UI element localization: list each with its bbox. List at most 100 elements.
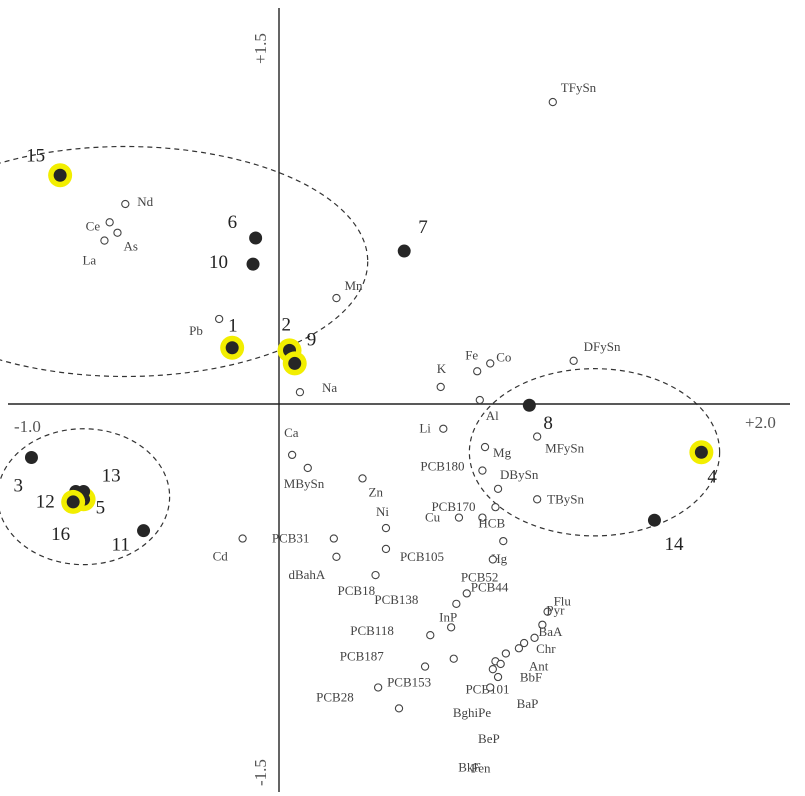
variable-point [420,662,430,671]
variable-label: InP [439,609,457,624]
site-point [249,231,263,245]
site-point [647,513,661,527]
variable-point [462,589,471,598]
site-label: 9 [307,329,317,350]
variable-label: Ca [284,425,299,440]
variable-point [486,359,495,368]
site-label: 5 [96,497,106,518]
variable-point [488,555,497,564]
x-axis-max-label: +2.0 [745,413,776,432]
variable-point [496,659,505,669]
variable-point [533,495,542,504]
variable-label: BaP [517,696,539,711]
variable-point [381,544,391,554]
site-label: 16 [51,524,70,545]
site-label: 11 [112,535,130,556]
variable-point [473,367,482,376]
variable-point [436,382,445,392]
variable-label: PCB18 [338,583,376,598]
site-label: 1 [228,316,238,337]
variable-label: La [82,253,96,268]
variable-label: Mg [493,445,512,460]
variable-point [548,97,557,107]
site-point [225,341,239,355]
variable-point [491,502,500,512]
variable-label: BeP [478,731,500,746]
variable-point [214,314,224,324]
variable-label: Cu [425,510,441,525]
variable-label: BkF [458,759,480,774]
variable-label: DFySn [584,339,621,354]
variable-point [569,356,578,365]
variable-point [475,395,484,405]
variable-point [238,534,247,543]
variable-point [446,623,456,632]
variable-point [452,599,461,608]
variable-point [332,293,341,303]
variable-label: Li [419,421,431,436]
variable-label: Fen [471,760,491,775]
variable-point [493,484,503,494]
y-axis-max-label: +1.5 [251,33,270,64]
variable-label: MFySn [545,441,585,456]
variable-label: Mn [344,278,363,293]
site-label: 3 [13,475,22,496]
site-label: 10 [209,252,228,273]
variable-label: Flu [554,594,572,609]
variable-label: Cd [213,549,229,564]
variable-point [519,638,529,648]
variable-label: Ni [376,504,389,519]
site-label: 12 [36,491,55,512]
variable-point [533,432,542,441]
variable-label: PCB153 [387,675,431,690]
variable-label: Ant [529,658,549,673]
variable-point [478,513,487,522]
variable-point [105,218,114,227]
variable-label: dBahA [288,567,325,582]
variable-label: DBySn [500,467,539,482]
site-label: 15 [26,145,45,166]
site-point [246,257,260,271]
variable-point [113,228,122,237]
site-point [694,445,708,459]
group-ellipses [0,145,721,566]
site-point [288,356,302,370]
site-label: 2 [282,314,292,335]
variable-point [381,523,391,533]
site-point [66,495,80,509]
variable-point [329,534,338,543]
variable-point [303,463,312,473]
x-axis-min-label: -1.0 [14,417,41,436]
variable-label: Al [486,408,499,423]
variable-point [426,631,435,640]
variable-point [543,607,552,616]
variable-label: Nd [137,194,153,209]
variable-point [480,442,490,452]
variable-label: BaA [539,624,563,639]
site-point [522,398,536,412]
variable-point [449,654,458,663]
site-point [397,244,411,258]
variable-label: Fe [465,347,478,362]
site-label: 4 [707,466,717,487]
variable-label: PCB31 [272,531,310,546]
variable-label: PCB28 [316,689,354,704]
variable-point [371,570,380,580]
variable-label: PCB170 [431,499,475,514]
site-label: 6 [228,212,238,233]
variable-point [394,704,404,713]
site-label: 7 [418,217,428,238]
group-ellipse [0,145,369,378]
variable-label: BghiPe [453,705,492,720]
variable-label: K [437,361,447,376]
variable-label: Na [322,380,337,395]
variable-point [439,424,448,433]
variable-label: Zn [369,484,384,499]
variable-label: BbF [520,669,542,684]
variable-label: PCB105 [400,549,444,564]
site-point [53,168,67,182]
variable-point [332,552,341,561]
variable-point [454,513,464,522]
group-ellipse [468,368,721,537]
y-axis-min-label: -1.5 [251,759,270,786]
